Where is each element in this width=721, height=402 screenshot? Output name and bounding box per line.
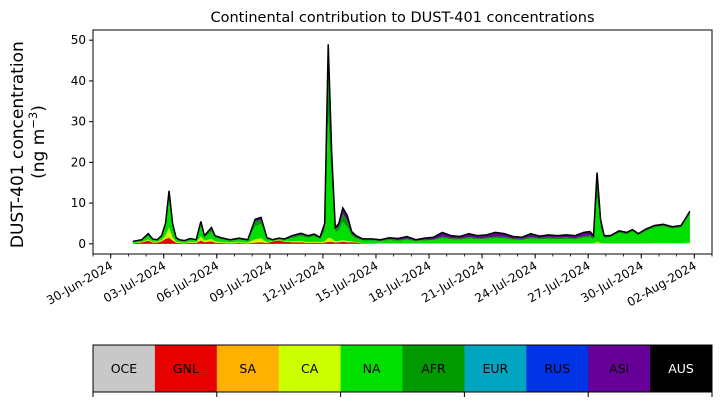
y-axis-unit-exponent: −3 <box>26 112 40 129</box>
legend-label-eur: EUR <box>482 361 508 376</box>
legend-label-rus: RUS <box>544 361 570 376</box>
legend-swatch-asi <box>588 345 651 392</box>
axes-frame <box>92 29 713 255</box>
legend-colorbar: OCE GNL SA CA NA AFR EUR RUS ASI AUS <box>92 344 713 397</box>
legend-label-gnl: GNL <box>173 361 199 376</box>
y-tick-label: 0 <box>78 237 86 251</box>
legend-label-ca: CA <box>301 361 319 376</box>
legend-label-afr: AFR <box>421 361 446 376</box>
y-tick-label: 50 <box>71 33 86 47</box>
legend-label-asi: ASI <box>609 361 629 376</box>
series-area-afr <box>132 66 690 242</box>
legend-swatch-rus <box>526 345 589 392</box>
series-area-asi <box>132 44 690 242</box>
legend-swatch-ca <box>278 345 342 392</box>
y-axis-unit-prefix: (ng m <box>29 129 49 179</box>
legend-swatch-oce <box>93 345 156 392</box>
total-outline <box>132 44 691 243</box>
y-axis-label: DUST-401 concentration (ng m−3) <box>8 36 49 248</box>
series-area-ca <box>132 227 690 244</box>
y-tick-label: 30 <box>71 115 86 129</box>
legend-swatch-gnl <box>154 345 218 392</box>
legend-swatch-aus <box>650 345 713 392</box>
legend-label-sa: SA <box>239 361 256 376</box>
legend-swatch-eur <box>464 345 527 392</box>
series-area-na <box>132 115 690 244</box>
chart-title: Continental contribution to DUST-401 con… <box>210 10 594 26</box>
y-axis-label-unit: (ng m−3) <box>26 105 49 179</box>
y-axis-label-main: DUST-401 concentration <box>8 41 28 248</box>
legend-frame <box>92 344 713 393</box>
y-axis-unit-suffix: ) <box>29 105 49 112</box>
series-area-gnl <box>132 237 690 244</box>
y-tick-label: 40 <box>71 74 86 88</box>
axes: 0102030405030-Jun-202403-Jul-202406-Jul-… <box>44 29 713 309</box>
legend-swatch-na <box>340 345 403 392</box>
legend-label-oce: OCE <box>111 361 138 376</box>
legend-label-aus: AUS <box>668 361 694 376</box>
legend-label-na: NA <box>363 361 381 376</box>
plot-area <box>132 44 691 244</box>
legend-swatch-sa <box>216 345 280 392</box>
y-tick-label: 10 <box>71 196 86 210</box>
legend-swatch-afr <box>402 345 465 392</box>
y-tick-label: 20 <box>71 155 86 169</box>
